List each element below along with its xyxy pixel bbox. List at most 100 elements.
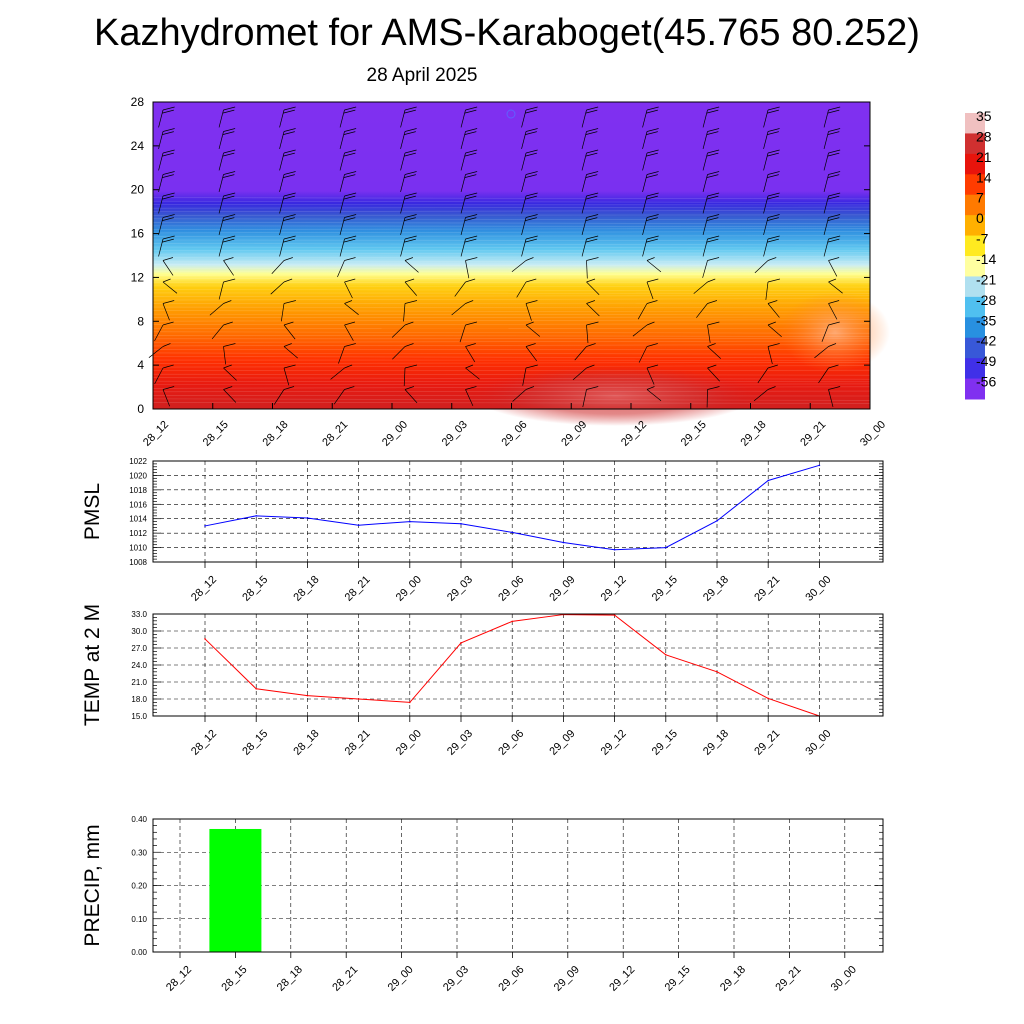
y-tick-label: 33.0 (131, 610, 147, 619)
x-tick-label: 29_09 (547, 728, 577, 758)
colorbar-swatch (965, 337, 985, 359)
wind-barb (696, 300, 718, 318)
wind-barb (223, 364, 237, 381)
isotherm-line (152, 239, 871, 241)
y-tick-label: 1020 (129, 471, 147, 480)
wind-barb (273, 386, 295, 405)
wind-barb (823, 214, 841, 236)
x-tick-label: 30_00 (829, 964, 859, 994)
wind-barb (763, 192, 780, 214)
x-tick-label: 29_15 (663, 964, 693, 994)
wind-barb (158, 171, 175, 193)
isotherm-line (152, 362, 871, 364)
wind-barb (400, 235, 417, 257)
wind-barb (400, 192, 417, 214)
wind-barb (763, 149, 780, 171)
wind-barb (283, 343, 298, 359)
pmsl-data-point (818, 464, 821, 467)
wind-barb (702, 192, 720, 214)
temp-data-point (204, 638, 206, 640)
x-tick-label: 29_18 (739, 419, 769, 449)
wind-barb (763, 128, 780, 150)
isotherm-line (152, 340, 871, 343)
x-tick-label: 29_03 (441, 964, 471, 994)
x-tick-label: 28_12 (189, 728, 219, 758)
y-tick-label: 0.00 (131, 948, 147, 957)
wind-barb (823, 235, 841, 257)
wind-barb (404, 278, 417, 296)
temp-data-point (255, 688, 257, 690)
wind-barb (162, 278, 178, 294)
colorbar: 35 28 21 14 7 0 -7 -14 -21 -28 -35 -42 -49 -56 (965, 108, 996, 400)
wind-barb (521, 106, 538, 128)
wind-barb (581, 214, 599, 236)
isotherm-line (152, 365, 871, 368)
pmsl-panel: 1008 1010 1012 1014 1016 1018 1020 1022 28_12 28_… (81, 457, 884, 604)
isotherm-line (152, 252, 871, 255)
wind-barb (403, 364, 418, 386)
wind-barb (581, 171, 599, 193)
wind-barb (763, 106, 780, 128)
x-tick-label: 29_12 (607, 964, 637, 994)
wind-barb (707, 343, 721, 359)
wind-barb (512, 386, 535, 402)
isotherm-line (152, 235, 871, 237)
upper-air-panel: 0 4 8 12 16 20 24 28 28_12 28_15 28_18 28_21 29_00 29… (131, 95, 890, 449)
wind-barb (451, 300, 474, 316)
wind-barb (400, 149, 417, 171)
wind-barb (158, 106, 175, 128)
isotherm-line (152, 222, 871, 225)
wind-barb (823, 192, 841, 214)
wind-barb (642, 106, 659, 128)
temp-data-point (460, 642, 462, 644)
wind-barb (339, 106, 357, 128)
precip-panel: 0.00 0.10 0.20 0.30 0.40 28_12 28_15 28_18 28_21… (81, 815, 884, 994)
wind-barb (400, 106, 417, 128)
wind-barb (828, 300, 840, 320)
wind-barb (767, 321, 782, 337)
colorbar-label: -35 (976, 312, 996, 328)
wind-barb (337, 257, 356, 278)
wind-barb (693, 278, 716, 294)
temp-data-point (357, 698, 360, 700)
wind-barb (283, 364, 296, 386)
isotherm-line (152, 319, 871, 322)
isotherm-line (152, 383, 871, 386)
colorbar-label: 21 (976, 149, 992, 165)
pmsl-data-point (306, 517, 309, 519)
isotherm-line (152, 331, 871, 334)
wind-barb (339, 192, 357, 214)
pmsl-data-point (204, 525, 206, 527)
colorbar-swatch (965, 174, 985, 196)
wind-barb (279, 214, 296, 236)
wind-barb (586, 278, 600, 296)
pmsl-data-point (767, 479, 769, 482)
wind-barb (763, 235, 780, 257)
wind-barb (344, 278, 356, 299)
wind-barb (339, 128, 357, 150)
wind-barb (702, 171, 720, 193)
warm-tongue-shading (780, 292, 890, 372)
colorbar-swatch (965, 113, 985, 134)
y-tick-label: 27.0 (131, 644, 147, 653)
x-tick-label: 29_15 (650, 728, 680, 758)
isotherm-line (152, 313, 871, 316)
wind-barb (460, 128, 478, 150)
wind-barb (707, 364, 720, 382)
isotherm-line (152, 380, 871, 383)
wind-barb (642, 214, 659, 236)
isotherm-line (152, 289, 871, 292)
isotherm-line (152, 335, 871, 337)
wind-barb (525, 343, 538, 362)
temp-data-point (716, 671, 718, 673)
wind-barb (702, 128, 720, 150)
y-tick-label: 30.0 (131, 627, 147, 636)
temp-axis-label: TEMP at 2 M (81, 604, 104, 726)
colorbar-swatch (965, 133, 985, 155)
y-tick-label: 1014 (129, 515, 147, 524)
wind-barb (823, 149, 841, 171)
wind-barb (522, 364, 538, 386)
wind-barb (521, 235, 538, 257)
y-tick-label: 20 (131, 183, 145, 197)
